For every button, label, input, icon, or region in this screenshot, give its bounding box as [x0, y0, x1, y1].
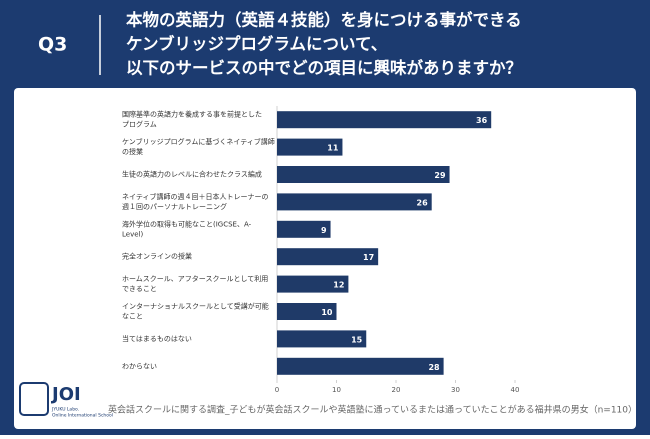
bar [277, 193, 432, 211]
value-label: 17 [363, 253, 374, 262]
logo-sub: Online International School [52, 413, 113, 419]
logo-emblem [19, 382, 49, 416]
bar [277, 111, 492, 129]
y-tick-label: プログラム [122, 120, 157, 129]
y-tick-label: できること [122, 285, 157, 293]
y-tick-label: 海外学位の取得も可能なこと(IGCSE、A- [122, 219, 252, 228]
footnote: 英会話スクールに関する調査_子どもが英会話スクールや英語塾に通っているまたは通っ… [108, 404, 637, 416]
y-tick-label: Level) [122, 230, 143, 238]
y-tick-label: ケンブリッジプログラムに基づくネイティブ講師 [122, 137, 275, 146]
title-line: 本物の英語力（英語４技能）を身につける事ができる [126, 10, 522, 30]
y-tick-label: インターナショナルスクールとして受講が可能 [122, 302, 269, 311]
x-tick-label: 0 [275, 386, 279, 394]
title-line: 以下のサービスの中でどの項目に興味がありますか？ [126, 58, 522, 78]
x-tick-label: 10 [332, 386, 341, 394]
bar [277, 357, 444, 375]
y-tick-label: ネイティブ講師の週４回＋日本人トレーナーの [122, 192, 268, 201]
y-tick-label: わからない [122, 362, 157, 370]
value-label: 36 [476, 116, 488, 125]
bar [277, 248, 379, 266]
logo: JOI [50, 384, 81, 405]
x-tick-label: 20 [392, 386, 401, 394]
bar [277, 220, 331, 238]
badge: Q3 [38, 34, 67, 56]
logo-sub: JYUKU Labo. [51, 407, 79, 413]
x-tick-label: 30 [451, 386, 460, 394]
y-tick-label: 週１回のパーソナルトレーニング [122, 202, 227, 211]
value-label: 26 [417, 198, 429, 207]
y-tick-label: 完全オンラインの授業 [122, 252, 192, 261]
bar [277, 166, 450, 183]
bar [277, 303, 337, 320]
value-label: 9 [321, 226, 327, 235]
bar [277, 275, 349, 293]
value-label: 11 [327, 144, 339, 153]
y-tick-label: 国際基準の英語力を養成する事を前提とした [122, 110, 262, 119]
x-tick-label: 40 [511, 386, 520, 394]
value-label: 12 [333, 281, 344, 290]
y-tick-label: 当てはまるものはない [122, 334, 192, 343]
y-tick-label: ホームスクール、アフタースクールとして利用 [122, 274, 268, 283]
y-tick-label: の授業 [122, 147, 143, 156]
bar [277, 330, 367, 348]
y-tick-label: なこと [122, 313, 143, 321]
value-label: 28 [428, 363, 440, 372]
y-tick-label: 生徒の英語力のレベルに合わせたクラス編成 [122, 170, 262, 179]
title-line: ケンブリッジプログラムについて、 [126, 34, 387, 54]
value-label: 10 [321, 308, 333, 317]
value-label: 29 [434, 171, 446, 180]
value-label: 15 [351, 335, 363, 344]
bar [277, 138, 343, 156]
